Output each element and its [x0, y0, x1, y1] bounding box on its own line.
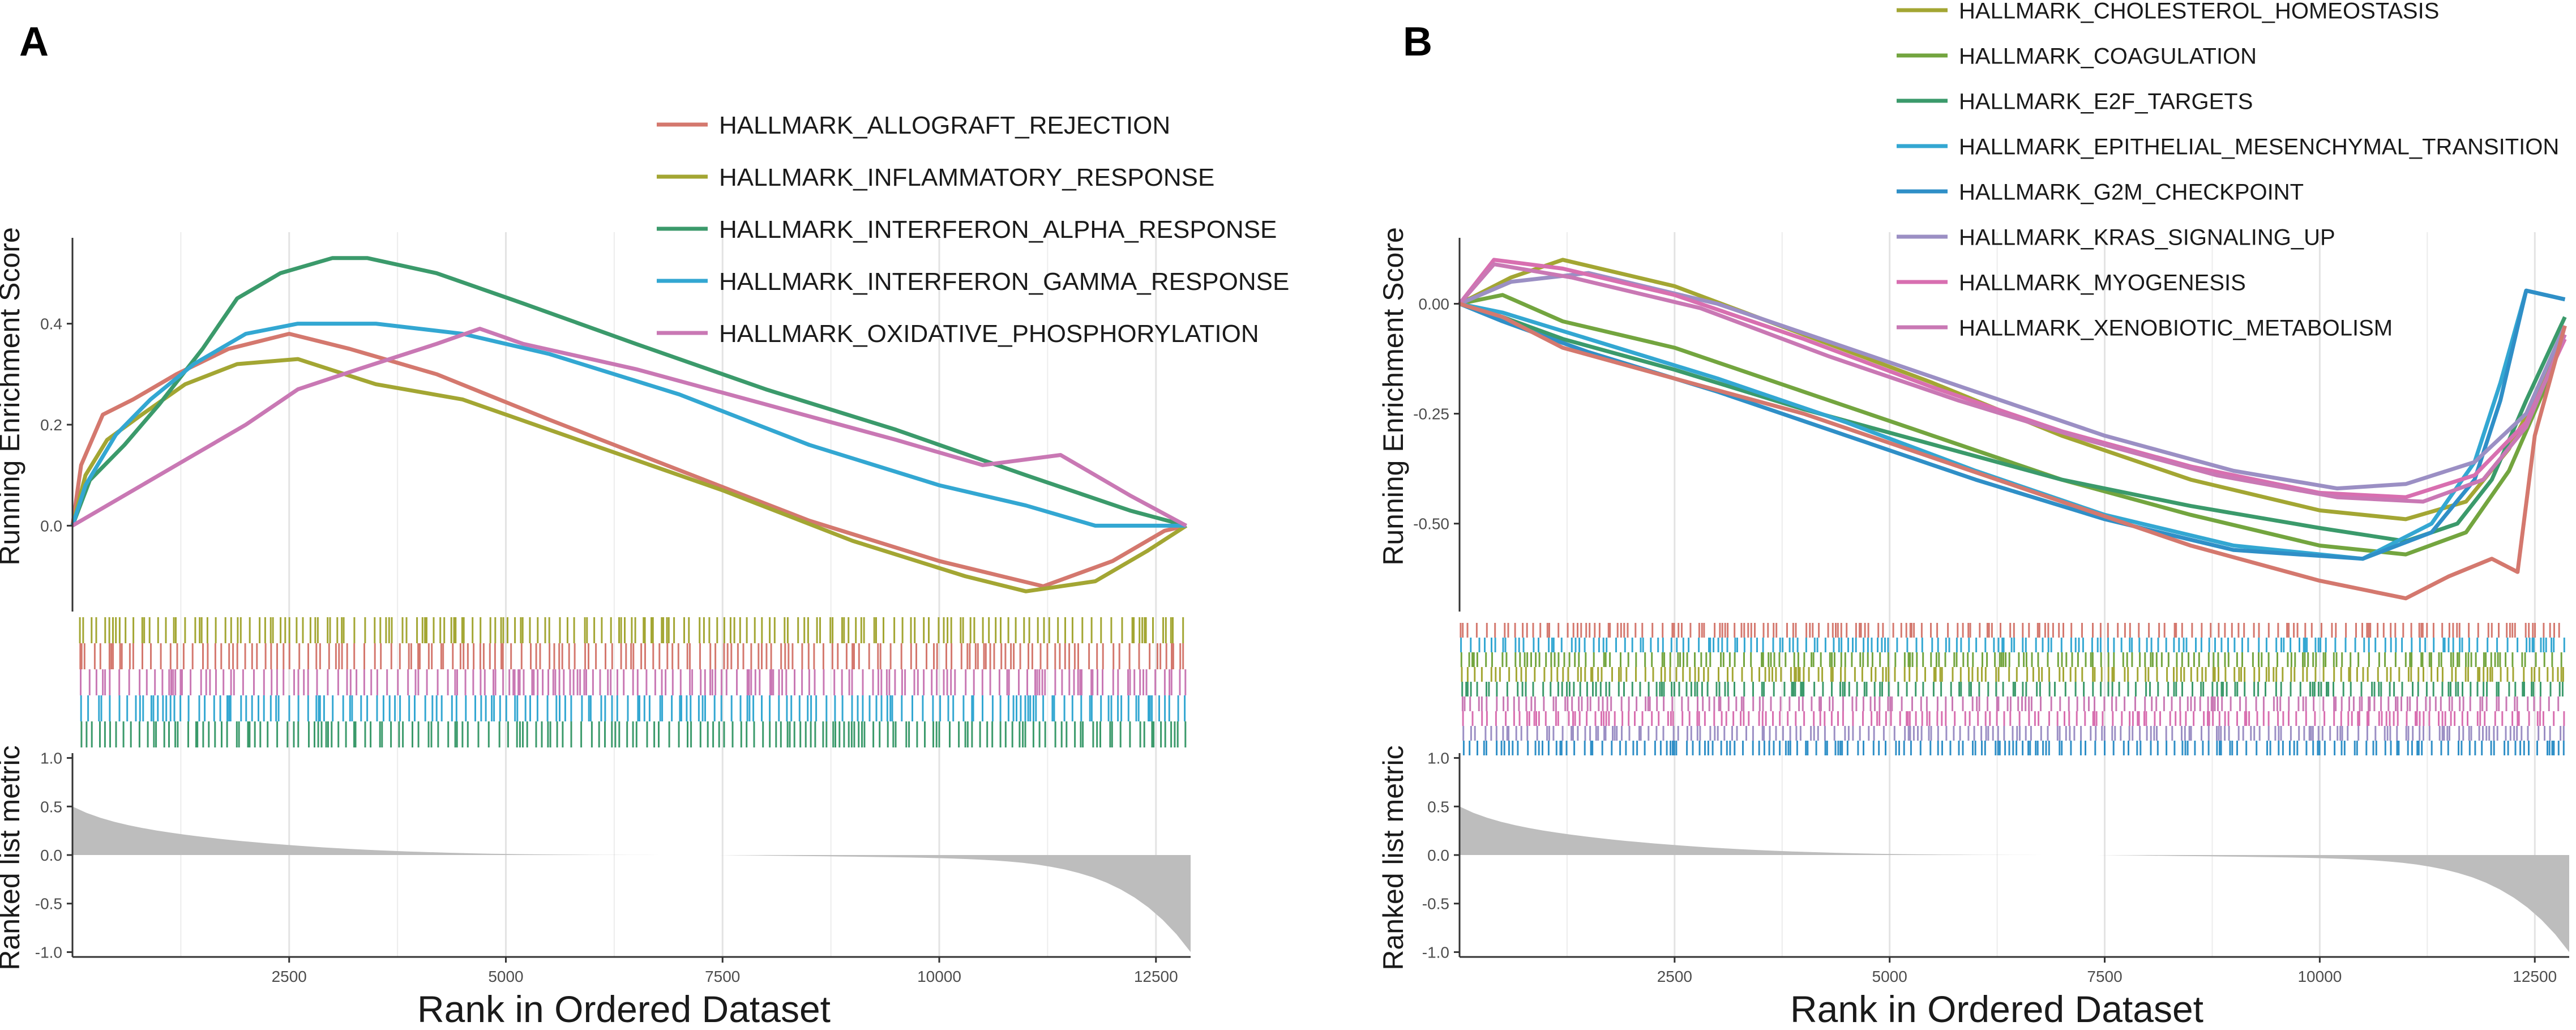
panel-b-legend-label: HALLMARK_KRAS_SIGNALING_UP — [1959, 225, 2335, 250]
panel-a-legend-item-oxidative-phosphorylation: HALLMARK_OXIDATIVE_PHOSPHORYLATION — [657, 320, 1259, 348]
panel-b-legend-item-kras-signaling-up: HALLMARK_KRAS_SIGNALING_UP — [1897, 225, 2335, 250]
panel-a-legend-label: HALLMARK_INFLAMMATORY_RESPONSE — [719, 164, 1214, 191]
panel-b-x-tick-label: 5000 — [1872, 968, 1907, 985]
panel-a-x-tick-label: 10000 — [917, 968, 961, 985]
panel-label-a: A — [19, 19, 49, 65]
panel-b-line-coagulation — [1459, 293, 2567, 557]
panel-b-y-tick-label-top: 0.00 — [1419, 295, 1450, 313]
panel-b-y-title-bottom: Ranked list metric — [1377, 745, 1409, 970]
panel-a-legend-item-interferon-gamma-response: HALLMARK_INTERFERON_GAMMA_RESPONSE — [657, 268, 1289, 296]
panel-a-y-title-bottom: Ranked list metric — [0, 745, 25, 970]
panel-b-hit-row-xenobiotic-metabolism — [1461, 696, 2560, 711]
panel-a-legend-label: HALLMARK_INTERFERON_ALPHA_RESPONSE — [719, 216, 1277, 243]
panel-b-hit-row-e2f-targets — [1461, 682, 2564, 696]
panel-b-legend-item-cholesterol-homeostasis: HALLMARK_CHOLESTEROL_HOMEOSTASIS — [1897, 0, 2439, 23]
panel-b-running-score-lines — [1458, 258, 2567, 601]
panel-b-hit-row-cholesterol-homeostasis — [1461, 667, 2564, 682]
panel-b-legend-item-myogenesis: HALLMARK_MYOGENESIS — [1897, 270, 2246, 295]
panel-b-hit-row-allograft-rejection — [1460, 623, 2560, 638]
panel-b-line-e2f-targets — [1458, 302, 2567, 544]
panel-b-ticks: 0.00 -0.25 -0.50 1.0 0.5 0.0 -0.5 -1.0 2500 5000 7… — [1413, 295, 2557, 985]
panel-b-y-tick-label-bottom: 0.0 — [1427, 847, 1449, 864]
panel-a-hit-row-inflammatory-response — [79, 617, 1184, 643]
panel-b-legend-label: HALLMARK_MYOGENESIS — [1959, 270, 2246, 295]
panel-a-y-title-top: Running Enrichment Score — [0, 227, 25, 566]
panel-a-y-tick-label-bottom: 0.5 — [40, 798, 62, 815]
panel-a-hit-rug — [79, 617, 1187, 747]
panel-b-hit-row-epithelial-mesenchymal-transition — [1460, 638, 2565, 652]
panel-b-x-tick-label: 7500 — [2087, 968, 2122, 985]
panel-a-hit-row-oxidative-phosphorylation — [80, 669, 1187, 695]
panel-b-y-title-top: Running Enrichment Score — [1377, 227, 1409, 566]
panel-b-line-xenobiotic-metabolism — [1458, 262, 2567, 504]
panel-b: 0.00 -0.25 -0.50 1.0 0.5 0.0 -0.5 -1.0 2500 5000 7… — [1377, 0, 2569, 1030]
panel-b-hit-row-kras-signaling-up — [1462, 726, 2565, 741]
panel-b-x-title: Rank in Ordered Dataset — [1790, 988, 2203, 1030]
panel-a-gridlines — [180, 232, 1157, 957]
panel-label-b: B — [1403, 19, 1432, 65]
panel-b-x-tick-label: 12500 — [2513, 968, 2557, 985]
panel-b-y-tick-label-bottom: -1.0 — [1422, 943, 1449, 961]
panel-a-y-tick-label-bottom: -0.5 — [35, 895, 62, 913]
panel-b-hit-row-g2m-checkpoint — [1462, 741, 2565, 755]
panel-a-legend-item-interferon-alpha-response: HALLMARK_INTERFERON_ALPHA_RESPONSE — [657, 216, 1277, 243]
panel-a-x-tick-label: 7500 — [705, 968, 740, 985]
panel-b-y-tick-label-bottom: -0.5 — [1422, 895, 1449, 913]
panel-b-line-allograft-rejection — [1458, 302, 2567, 601]
panel-b-y-tick-label-top: -0.25 — [1413, 405, 1449, 423]
panel-a-legend-label: HALLMARK_OXIDATIVE_PHOSPHORYLATION — [719, 320, 1259, 348]
panel-a-y-tick-label-bottom: 1.0 — [40, 750, 62, 767]
panel-b-gridlines — [1566, 232, 2536, 957]
panel-a-ticks: 0.0 0.2 0.4 1.0 0.5 0.0 -0.5 -1.0 2500 5000 7500 10… — [35, 315, 1178, 985]
panel-b-legend-label: HALLMARK_XENOBIOTIC_METABOLISM — [1959, 315, 2393, 340]
panel-a-legend-item-inflammatory-response: HALLMARK_INFLAMMATORY_RESPONSE — [657, 164, 1214, 191]
panel-a-hit-row-interferon-alpha-response — [80, 721, 1187, 747]
panel-b-legend-label: HALLMARK_CHOLESTEROL_HOMEOSTASIS — [1959, 0, 2439, 23]
panel-a-running-score-lines — [70, 256, 1188, 593]
panel-a: 0.0 0.2 0.4 1.0 0.5 0.0 -0.5 -1.0 2500 5000 7500 10… — [0, 112, 1289, 1030]
panel-a-x-tick-label: 5000 — [488, 968, 523, 985]
panel-a-hit-row-allograft-rejection — [79, 643, 1184, 669]
panel-a-y-tick-label-top: 0.0 — [40, 517, 62, 535]
panel-b-legend-item-g2m-checkpoint: HALLMARK_G2M_CHECKPOINT — [1897, 179, 2304, 204]
panel-a-y-tick-label-bottom: -1.0 — [35, 943, 62, 961]
panel-b-hit-rug — [1460, 623, 2565, 755]
panel-a-x-tick-label: 12500 — [1134, 968, 1178, 985]
panel-b-legend-item-e2f-targets: HALLMARK_E2F_TARGETS — [1897, 89, 2253, 114]
panel-b-hit-row-coagulation — [1460, 652, 2562, 667]
panel-b-legend-label: HALLMARK_E2F_TARGETS — [1959, 89, 2253, 114]
panel-a-y-tick-label-bottom: 0.0 — [40, 847, 62, 864]
panel-b-legend-label: HALLMARK_G2M_CHECKPOINT — [1959, 179, 2304, 204]
panel-b-x-tick-label: 10000 — [2297, 968, 2342, 985]
panel-b-legend-item-coagulation: HALLMARK_COAGULATION — [1897, 44, 2257, 69]
panel-b-y-tick-label-bottom: 1.0 — [1427, 750, 1449, 767]
panel-a-legend-item-allograft-rejection: HALLMARK_ALLOGRAFT_REJECTION — [657, 112, 1170, 139]
panel-b-legend: HALLMARK_CHOLESTEROL_HOMEOSTASIS HALLMARK… — [1897, 0, 2559, 340]
panel-b-y-tick-label-bottom: 0.5 — [1427, 798, 1449, 815]
panel-a-line-oxidative-phosphorylation — [71, 327, 1187, 528]
panel-a-y-tick-label-top: 0.4 — [40, 315, 62, 333]
panel-b-legend-item-xenobiotic-metabolism: HALLMARK_XENOBIOTIC_METABOLISM — [1897, 315, 2393, 340]
panel-b-legend-label: HALLMARK_EPITHELIAL_MESENCHYMAL_TRANSITI… — [1959, 134, 2559, 159]
panel-b-y-tick-label-top: -0.50 — [1413, 515, 1449, 533]
panel-a-line-allograft-rejection — [70, 332, 1187, 588]
panel-a-legend-label: HALLMARK_INTERFERON_GAMMA_RESPONSE — [719, 268, 1289, 296]
panel-a-line-interferon-alpha-response — [70, 256, 1187, 528]
panel-a-x-title: Rank in Ordered Dataset — [417, 988, 831, 1030]
panel-b-line-epithelial-mesenchymal-transition — [1459, 288, 2566, 561]
panel-b-legend-label: HALLMARK_COAGULATION — [1959, 44, 2257, 69]
panel-a-legend-label: HALLMARK_ALLOGRAFT_REJECTION — [719, 112, 1170, 139]
panel-a-hit-row-interferon-gamma-response — [80, 695, 1186, 721]
panel-b-x-tick-label: 2500 — [1657, 968, 1692, 985]
panel-b-hit-row-myogenesis — [1462, 711, 2565, 726]
panel-a-x-tick-label: 2500 — [272, 968, 307, 985]
panel-a-legend: HALLMARK_ALLOGRAFT_REJECTION HALLMARK_INF… — [657, 112, 1289, 348]
panel-b-legend-item-epithelial-mesenchymal-transition: HALLMARK_EPITHELIAL_MESENCHYMAL_TRANSITI… — [1897, 134, 2559, 159]
panel-a-y-tick-label-top: 0.2 — [40, 416, 62, 434]
panel-a-line-inflammatory-response — [70, 357, 1188, 593]
